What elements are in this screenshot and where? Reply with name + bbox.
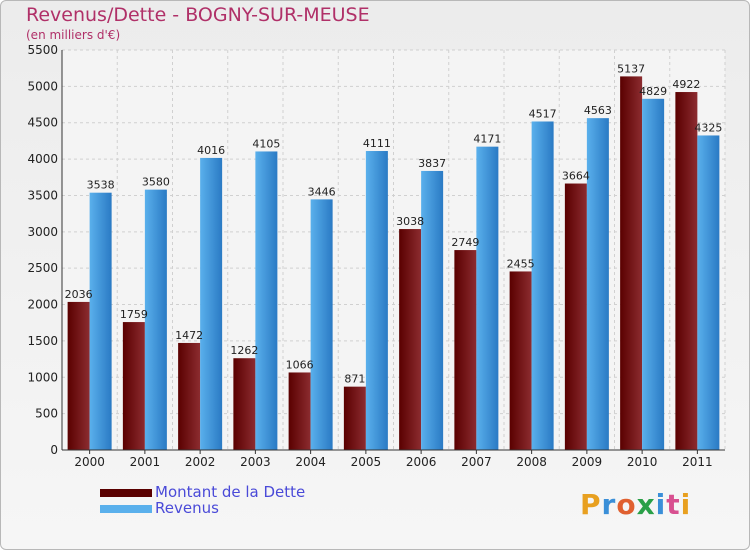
logo-letter: i (680, 488, 692, 521)
bar-dette (675, 92, 698, 450)
bar-revenus (586, 118, 609, 451)
y-tick-label: 3500 (27, 188, 58, 202)
bar-revenus (200, 157, 223, 450)
legend-label-revenus: Revenus (155, 499, 219, 517)
y-tick-label: 3000 (27, 225, 58, 239)
x-tick-label: 2002 (185, 455, 216, 469)
bar-dette (67, 301, 90, 450)
data-label: 4563 (584, 104, 612, 117)
bar-revenus (476, 146, 499, 450)
data-label: 3580 (142, 176, 170, 189)
y-tick-label: 2000 (27, 298, 58, 312)
legend-swatch-revenus (100, 505, 152, 513)
x-tick-label: 2006 (406, 455, 437, 469)
bar-dette (620, 76, 643, 451)
x-tick-label: 2000 (74, 455, 105, 469)
bar-revenus (255, 151, 278, 451)
y-tick-label: 1500 (27, 334, 58, 348)
bar-revenus (310, 199, 333, 450)
bar-revenus (531, 121, 554, 450)
bar-dette (288, 372, 311, 450)
x-tick-label: 2011 (682, 455, 713, 469)
bar-dette (564, 183, 587, 450)
x-tick-label: 2010 (627, 455, 658, 469)
logo-letter: i (655, 488, 667, 521)
legend-label-dette: Montant de la Dette (155, 483, 306, 501)
data-label: 1759 (120, 308, 148, 321)
x-tick-label: 2008 (516, 455, 547, 469)
data-label: 4171 (473, 133, 501, 146)
data-label: 3664 (562, 170, 590, 183)
y-tick-label: 4000 (27, 152, 58, 166)
bar-dette (178, 342, 201, 450)
bar-revenus (421, 170, 444, 451)
bar-dette (509, 271, 532, 450)
x-tick-label: 2005 (351, 455, 382, 469)
data-label: 4922 (672, 78, 700, 91)
y-tick-label: 4500 (27, 116, 58, 130)
logo-letter: x (636, 488, 656, 521)
data-label: 3446 (308, 185, 336, 198)
bar-dette (343, 386, 366, 450)
y-tick-label: 5000 (27, 79, 58, 93)
data-label: 3038 (396, 215, 424, 228)
data-label: 4016 (197, 144, 225, 157)
data-label: 2036 (65, 288, 93, 301)
chart-title: Revenus/Dette - BOGNY-SUR-MEUSE (26, 4, 370, 26)
legend-swatch-dette (100, 489, 152, 497)
x-tick-label: 2004 (295, 455, 326, 469)
data-label: 871 (344, 373, 365, 386)
y-tick-label: 2500 (27, 261, 58, 275)
data-label: 2749 (451, 236, 479, 249)
data-label: 1262 (230, 344, 258, 357)
data-label: 5137 (617, 62, 645, 75)
x-tick-label: 2001 (130, 455, 161, 469)
bar-revenus (144, 189, 167, 451)
y-tick-label: 1000 (27, 370, 58, 384)
y-tick-label: 5500 (27, 43, 58, 57)
bar-dette (454, 250, 477, 450)
x-tick-label: 2007 (461, 455, 492, 469)
logo-letter: o (616, 488, 637, 521)
data-label: 3538 (87, 179, 115, 192)
data-label: 4829 (639, 85, 667, 98)
chart-subtitle: (en milliers d'€) (26, 28, 121, 42)
data-label: 3837 (418, 157, 446, 170)
logo-letter: r (601, 488, 617, 521)
data-label: 4111 (363, 137, 391, 150)
logo-letter: P (580, 488, 602, 521)
proxiti-logo: Proxiti (580, 488, 691, 521)
data-label: 4105 (252, 137, 280, 150)
bar-revenus (642, 98, 665, 451)
data-label: 1066 (286, 358, 314, 371)
data-label: 4325 (694, 121, 722, 134)
data-label: 4517 (529, 107, 557, 120)
bar-revenus (697, 135, 720, 451)
data-label: 1472 (175, 329, 203, 342)
y-tick-label: 0 (50, 443, 58, 457)
y-tick-label: 500 (35, 407, 58, 421)
bar-revenus (365, 151, 388, 450)
bar-revenus (89, 192, 112, 450)
x-tick-label: 2003 (240, 455, 271, 469)
data-label: 2455 (507, 257, 535, 270)
logo-letter: t (666, 488, 681, 521)
bar-dette (399, 229, 422, 450)
bar-dette (122, 322, 145, 450)
x-tick-label: 2009 (572, 455, 603, 469)
bar-dette (233, 358, 256, 450)
